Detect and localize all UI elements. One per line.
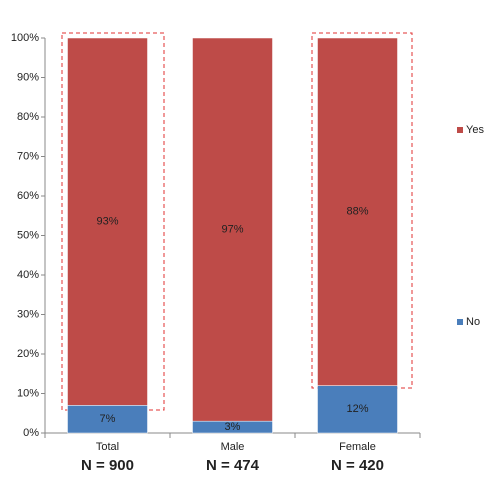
y-tick-label: 20% — [17, 348, 39, 360]
category-note: N = 420 — [331, 457, 384, 474]
legend-marker — [457, 127, 463, 133]
y-tick-label: 50% — [17, 229, 39, 241]
y-tick-label: 10% — [17, 387, 39, 399]
y-tick-label: 90% — [17, 71, 39, 83]
y-tick-label: 100% — [11, 32, 39, 44]
data-label: 93% — [96, 216, 118, 228]
data-label: 3% — [225, 421, 241, 433]
bar-segment — [317, 385, 398, 434]
y-tick-label: 0% — [23, 427, 39, 439]
legend-label: Yes — [466, 124, 484, 136]
bar-segment — [192, 37, 273, 422]
x-tick-label: Male — [221, 441, 245, 453]
y-tick-label: 70% — [17, 150, 39, 162]
x-tick-label: Total — [96, 441, 119, 453]
legend-label: No — [466, 316, 480, 328]
category-note: N = 900 — [81, 457, 134, 474]
bar-segment — [67, 405, 148, 434]
y-tick-label: 40% — [17, 269, 39, 281]
bar-segment — [317, 37, 398, 386]
category-note: N = 474 — [206, 457, 260, 474]
y-tick-label: 30% — [17, 308, 39, 320]
y-tick-label: 80% — [17, 111, 39, 123]
x-tick-label: Female — [339, 441, 376, 453]
bar-segment — [67, 37, 148, 406]
data-label: 88% — [346, 206, 368, 218]
data-label: 12% — [346, 403, 368, 415]
data-label: 7% — [100, 413, 116, 425]
y-tick-label: 60% — [17, 190, 39, 202]
data-label: 97% — [221, 223, 243, 235]
highlight-box — [61, 32, 165, 411]
legend-marker — [457, 319, 463, 325]
